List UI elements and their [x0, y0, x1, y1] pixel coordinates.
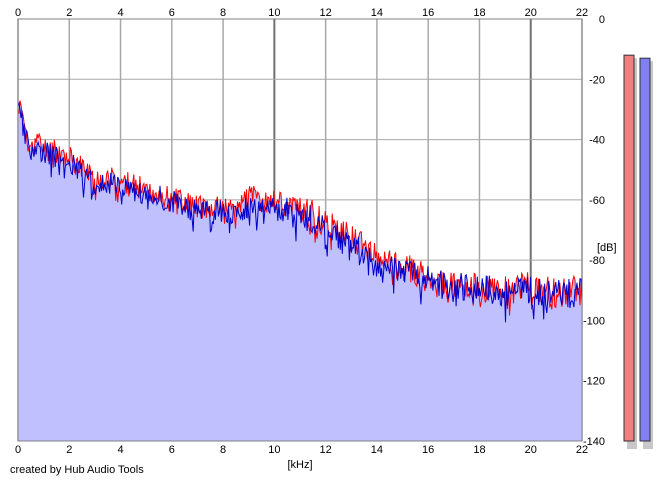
plot-frame — [17, 18, 583, 442]
y-axis-label: [dB] — [597, 242, 617, 254]
spectrum-area — [18, 100, 582, 441]
x-tick-label-bottom: 4 — [117, 444, 123, 456]
x-tick-label-top: 0 — [15, 7, 21, 19]
x-tick-label-bottom: 22 — [576, 444, 588, 456]
x-tick-label-bottom: 12 — [320, 444, 332, 456]
spectrum-series — [17, 100, 583, 323]
y-tick-label: -120 — [583, 376, 605, 388]
y-tick-label: -20 — [589, 74, 605, 86]
x-tick-label-top: 4 — [117, 7, 123, 19]
x-tick-label-top: 14 — [371, 7, 383, 19]
x-tick-label-bottom: 2 — [66, 444, 72, 456]
x-tick-label-top: 22 — [576, 7, 588, 19]
x-axis-label: [kHz] — [287, 459, 312, 471]
y-tick-label: -140 — [583, 436, 605, 448]
spectrum-line-blue — [17, 101, 583, 323]
x-tick-label-top: 10 — [268, 7, 280, 19]
x-tick-label-bottom: 16 — [422, 444, 434, 456]
credit-text: created by Hub Audio Tools — [10, 464, 144, 476]
x-tick-label-top: 6 — [169, 7, 175, 19]
spectrum-line-red — [17, 100, 583, 316]
y-tick-labels: 0 -20 -40 -60 -80 -100 -120 -140 — [583, 14, 605, 448]
y-tick-label: -80 — [589, 255, 605, 267]
x-tick-label-bottom: 18 — [473, 444, 485, 456]
y-tick-label: 0 — [599, 14, 605, 26]
x-tick-label-top: 16 — [422, 7, 434, 19]
y-tick-label: -40 — [589, 135, 605, 147]
level-meters — [623, 54, 653, 450]
x-tick-label-bottom: 14 — [371, 444, 383, 456]
x-tick-label-top: 12 — [320, 7, 332, 19]
x-tick-label-top: 2 — [66, 7, 72, 19]
level-meter-left — [623, 54, 635, 442]
x-tick-label-bottom: 20 — [525, 444, 537, 456]
x-tick-label-bottom: 6 — [169, 444, 175, 456]
y-tick-label: -100 — [583, 315, 605, 327]
x-tick-label-bottom: 8 — [220, 444, 226, 456]
x-tick-label-top: 8 — [220, 7, 226, 19]
y-tick-label: -60 — [589, 195, 605, 207]
x-tick-label-bottom: 10 — [268, 444, 280, 456]
x-tick-label-top: 20 — [525, 7, 537, 19]
x-tick-label-top: 18 — [473, 7, 485, 19]
plot-border — [17, 18, 583, 442]
x-tick-label-bottom: 0 — [15, 444, 21, 456]
level-meter-right — [639, 57, 651, 442]
spectrum-fill — [18, 100, 582, 441]
